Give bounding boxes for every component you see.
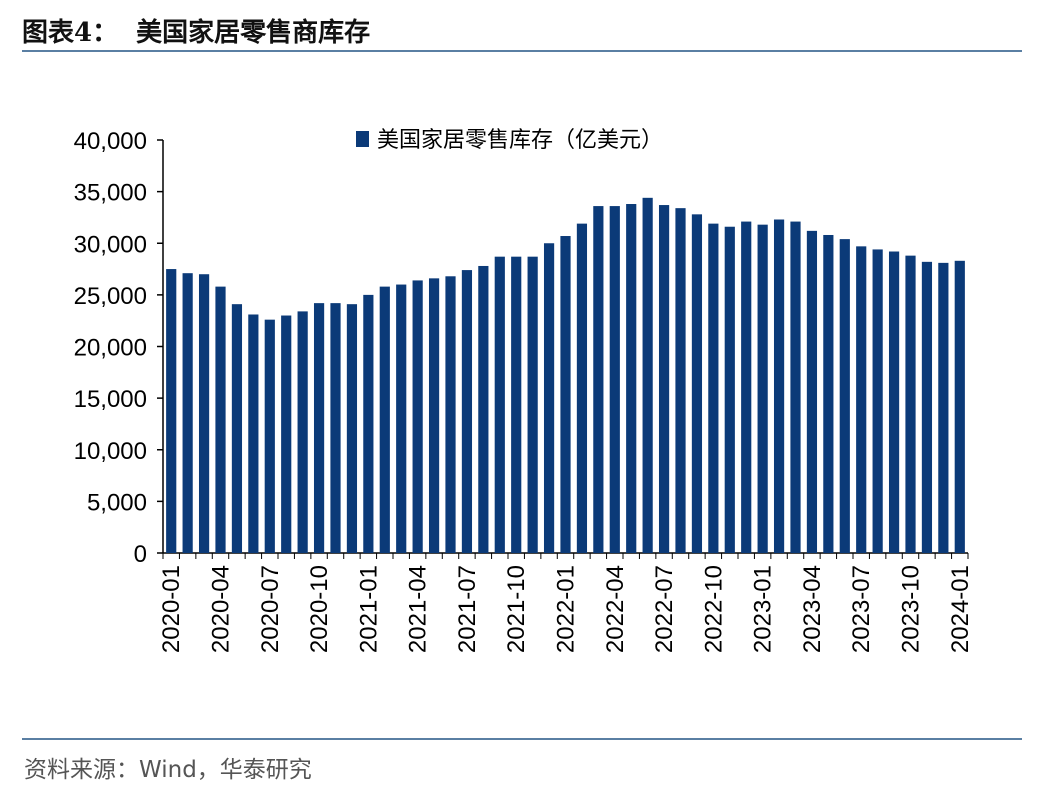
figure-title: 图表4： 美国家居零售商库存 <box>22 12 370 49</box>
bar-2023-01 <box>757 224 768 553</box>
bar-2022-01 <box>560 236 571 553</box>
bar-2021-10 <box>511 256 522 553</box>
x-tick-label: 2021-10 <box>503 565 530 653</box>
bar-2021-12 <box>543 243 555 553</box>
bar-2021-06 <box>445 276 456 553</box>
y-tick-label: 15,000 <box>74 386 147 413</box>
x-tick-label: 2020-07 <box>257 565 284 653</box>
bar-2020-11 <box>330 303 341 553</box>
bar-2022-09 <box>691 214 703 553</box>
x-tick-label: 2023-04 <box>799 565 826 653</box>
x-tick-label: 2023-07 <box>848 565 875 653</box>
x-tick-label: 2020-01 <box>158 565 185 653</box>
x-tick-label: 2020-04 <box>208 565 235 653</box>
bar-2022-11 <box>724 226 735 554</box>
bar-2020-08 <box>281 315 292 553</box>
bar-2020-10 <box>313 303 325 553</box>
y-tick-label: 25,000 <box>74 283 147 310</box>
bar-2022-02 <box>576 223 588 553</box>
bar-2021-04 <box>412 280 423 553</box>
legend: 美国家居零售库存（亿美元） <box>356 128 663 153</box>
bar-2020-09 <box>297 311 308 553</box>
bar-2021-05 <box>428 278 440 553</box>
bar-2024-01 <box>954 260 965 553</box>
y-tick-label: 40,000 <box>74 128 147 155</box>
bar-2023-02 <box>773 219 785 553</box>
bar-2023-05 <box>823 234 834 554</box>
bar-2020-05 <box>231 304 243 553</box>
legend-swatch <box>356 131 369 147</box>
y-tick-label: 0 <box>134 541 147 568</box>
x-tick-label: 2022-01 <box>553 565 580 653</box>
bar-2022-07 <box>658 205 670 554</box>
bar-2021-03 <box>396 284 407 553</box>
bar-2022-05 <box>626 204 637 553</box>
x-tick-label: 2023-01 <box>750 565 777 653</box>
bar-2022-08 <box>675 208 686 553</box>
bar-2023-12 <box>938 262 949 553</box>
bar-2023-09 <box>888 251 900 553</box>
bar-2021-08 <box>478 265 489 553</box>
bar-2021-09 <box>494 256 505 553</box>
figure-label: 图表4： <box>22 18 119 48</box>
x-tick-label: 2022-04 <box>602 565 629 653</box>
bar-2021-11 <box>527 256 538 553</box>
bar-2021-01 <box>363 294 374 554</box>
bar-2023-07 <box>856 246 867 553</box>
bar-2020-07 <box>264 319 275 553</box>
y-tick-label: 20,000 <box>74 335 147 362</box>
y-tick-label: 5,000 <box>87 489 147 516</box>
bar-2022-03 <box>593 206 604 553</box>
x-tick-label: 2022-07 <box>651 565 678 653</box>
bar-2023-03 <box>790 221 801 553</box>
bar-2020-06 <box>248 314 259 553</box>
bar-2023-08 <box>872 249 883 553</box>
bar-2023-10 <box>905 255 916 553</box>
bar-2022-12 <box>741 221 752 553</box>
bar-2020-04 <box>215 286 226 553</box>
bar-2022-04 <box>609 206 620 553</box>
bar-2023-06 <box>839 239 850 553</box>
x-tick-label: 2023-10 <box>898 565 925 653</box>
x-tick-label: 2020-10 <box>306 565 333 653</box>
x-tick-label: 2021-04 <box>405 565 432 653</box>
bar-2023-04 <box>806 230 818 554</box>
bars-layer <box>166 197 965 554</box>
bar-chart: 0 5,000 10,000 15,000 20,000 25,000 30,000 35,0… <box>74 128 974 653</box>
top-divider <box>22 50 1022 52</box>
figure-title-text: 美国家居零售商库存 <box>136 18 371 48</box>
bar-2020-01 <box>166 269 177 553</box>
y-tick-label: 30,000 <box>74 231 147 258</box>
bar-2020-03 <box>198 274 210 553</box>
x-tick-labels: 2020-01 2020-04 2020-07 2020-10 2021-01 2021-… <box>158 565 974 653</box>
y-tick-labels: 0 5,000 10,000 15,000 20,000 25,000 30,000 35,0… <box>74 128 147 568</box>
x-tick-label: 2021-01 <box>355 565 382 653</box>
x-tick-label: 2022-10 <box>700 565 727 653</box>
y-tick-label: 35,000 <box>74 180 147 207</box>
x-tick-label: 2021-07 <box>454 565 481 653</box>
source-note: 资料来源：Wind，华泰研究 <box>24 757 312 783</box>
bar-2020-02 <box>182 273 193 553</box>
y-tick-label: 10,000 <box>74 438 147 465</box>
x-tick-label: 2024-01 <box>947 565 974 653</box>
bar-2020-12 <box>346 304 358 553</box>
bar-2023-11 <box>921 261 933 553</box>
bar-2021-02 <box>379 286 390 553</box>
legend-label: 美国家居零售库存（亿美元） <box>377 128 663 153</box>
bottom-divider <box>22 738 1022 740</box>
bar-2022-06 <box>642 197 653 553</box>
bar-2021-07 <box>461 270 473 553</box>
bar-2022-10 <box>708 223 719 553</box>
